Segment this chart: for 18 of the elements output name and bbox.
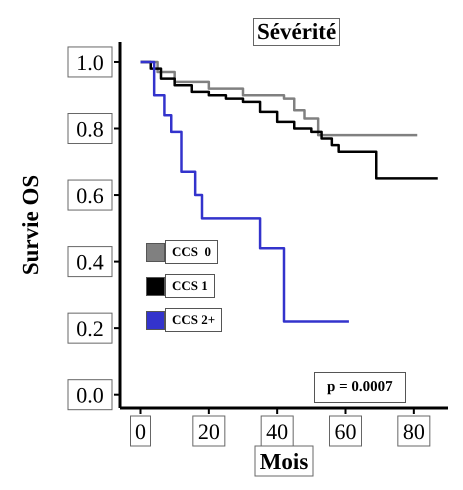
y-tick-label: 0.2: [76, 316, 104, 342]
y-tick-label: 1.0: [76, 50, 104, 75]
y-axis-title: Survie OS: [18, 174, 44, 276]
legend-label: CCS 0: [165, 240, 218, 264]
y-tick-label: 0.0: [76, 382, 104, 408]
x-axis-title: Mois: [260, 449, 308, 474]
x-tick-label: 60: [334, 419, 356, 444]
legend-label: CCS 1: [165, 274, 215, 298]
y-tick-label: 0.4: [76, 250, 104, 275]
legend-label: CCS 2+: [165, 308, 222, 332]
chart-title: Sévérité: [253, 18, 340, 46]
y-tick-label: 0.8: [76, 116, 104, 142]
annotation: p = 0.0007: [314, 372, 406, 403]
x-tick-label: 40: [266, 419, 288, 444]
x-tick-label: 80: [402, 419, 425, 444]
x-tick-label: 20: [198, 419, 220, 444]
x-tick-label: 0: [135, 419, 146, 444]
y-tick-label: 0.6: [76, 183, 104, 208]
